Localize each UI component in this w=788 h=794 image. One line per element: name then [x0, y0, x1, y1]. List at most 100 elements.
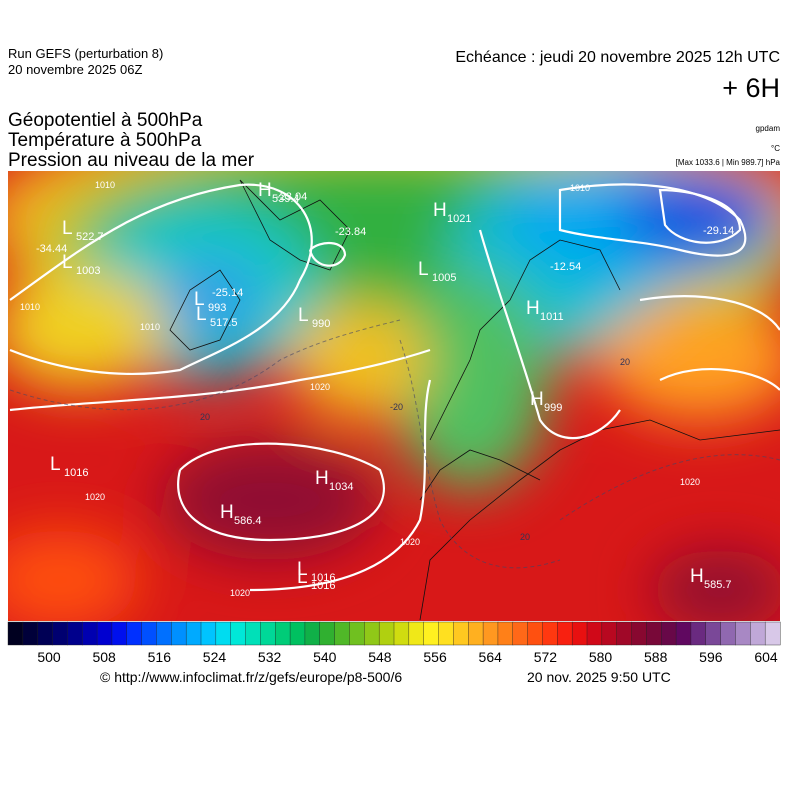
colorbar-label: 556 [423, 649, 447, 665]
center-value: 539.4 [272, 193, 300, 205]
colorbar-label: 580 [589, 649, 613, 665]
colorbar-swatch [230, 621, 247, 646]
run-date: 20 novembre 2025 06Z [8, 62, 142, 77]
colorbar-label: 508 [92, 649, 116, 665]
colorbar-label: 572 [534, 649, 558, 665]
colorbar-swatch [82, 621, 98, 646]
colorbar-swatch [527, 621, 543, 646]
colorbar-swatch [260, 621, 276, 646]
colorbar-label: 500 [37, 649, 61, 665]
center-letter: H [526, 298, 540, 319]
center-letter: L [196, 304, 207, 325]
center-value: 1016 [64, 467, 88, 479]
isobar-label: 20 [520, 532, 530, 542]
colorbar-swatch [586, 621, 603, 646]
lead-time: + 6H [722, 73, 780, 103]
center-letter: H [433, 200, 447, 221]
center-letter: H [315, 468, 329, 489]
colorbar-swatch [735, 621, 751, 646]
colorbar-swatch [468, 621, 484, 646]
center-letter: L [298, 305, 309, 326]
colorbar-swatch [185, 621, 202, 646]
unit: °C [771, 144, 780, 153]
colorbar-swatch [764, 621, 781, 646]
colorbar-swatch [7, 621, 24, 646]
isobar-label: 1010 [570, 183, 590, 193]
colorbar-swatch [37, 621, 54, 646]
colorbar-swatch [631, 621, 647, 646]
center-letter: H [690, 566, 704, 587]
isobar-label: -20 [390, 402, 403, 412]
colorbar-swatch [512, 621, 529, 646]
temperature-label: -25.14 [212, 287, 243, 299]
colorbar-label: 524 [203, 649, 227, 665]
center-letter: L [62, 218, 73, 239]
colorbar-swatch [67, 621, 83, 646]
colorbar-swatch [289, 621, 306, 646]
isobar-label: 1020 [230, 588, 250, 598]
center-letter: L [50, 454, 61, 475]
isobar-label: 1020 [680, 477, 700, 487]
isobar-label: 1010 [95, 180, 115, 190]
colorbar-swatch [96, 621, 113, 646]
center-value: 1005 [432, 272, 456, 284]
colorbar-swatch [661, 621, 677, 646]
colorbar-label: 548 [368, 649, 392, 665]
colorbar-swatch [675, 621, 692, 646]
center-value: 1011 [540, 311, 564, 323]
colorbar-swatch [646, 621, 662, 646]
colorbar-swatch [215, 621, 232, 646]
source-url: © http://www.infoclimat.fr/z/gefs/europe… [100, 669, 402, 685]
colorbar-label: 540 [313, 649, 337, 665]
colorbar-label: 588 [644, 649, 668, 665]
colorbar-swatch [141, 621, 157, 646]
center-value: 999 [544, 402, 562, 414]
colorbar-label: 604 [754, 649, 778, 665]
colorbar-swatch [393, 621, 410, 646]
colorbar-swatch [378, 621, 395, 646]
isobar-label: 20 [620, 357, 630, 367]
center-letter: L [297, 559, 308, 580]
center-letter: L [62, 252, 73, 273]
field: Géopotentiel à 500hPa [8, 110, 203, 131]
field: Pression au niveau de la mer [8, 150, 255, 171]
center-value: 517.5 [210, 317, 238, 329]
center-letter: H [220, 502, 234, 523]
colorbar-swatch [705, 621, 722, 646]
colorbar-swatch [245, 621, 261, 646]
colorbar-swatch [171, 621, 187, 646]
range: [Max 1033.6 | Min 989.7] hPa [676, 158, 781, 167]
center-value: 585.7 [704, 579, 732, 591]
field: Température à 500hPa [8, 130, 202, 151]
temperature-label: -29.14 [703, 225, 734, 237]
colorbar-swatch [200, 621, 217, 646]
colorbar-swatch [111, 621, 128, 646]
isobar-label: 1020 [310, 382, 330, 392]
temperature-label: -23.04 [276, 191, 307, 203]
colorbar-swatch [126, 621, 143, 646]
colorbar-swatch [364, 621, 380, 646]
colorbar-swatch [571, 621, 588, 646]
center-value: 1034 [329, 481, 353, 493]
valid-time: Echéance : jeudi 20 novembre 2025 12h UT… [455, 49, 780, 66]
center-letter: L [194, 289, 205, 310]
center-value: 586.4 [234, 515, 262, 527]
center-value: 993 [208, 302, 226, 314]
center-value: 522.7 [76, 231, 104, 243]
colorbar-swatch [497, 621, 514, 646]
colorbar-swatch [52, 621, 68, 646]
timestamp: 20 nov. 2025 9:50 UTC [527, 669, 671, 685]
colorbar-swatch [334, 621, 350, 646]
colorbar-label: 596 [699, 649, 723, 665]
colorbar-swatch [616, 621, 633, 646]
run: Run GEFS (perturbation 8) [8, 46, 163, 61]
isobar-label: 1020 [85, 492, 105, 502]
colorbar-swatch [319, 621, 336, 646]
colorbar-swatch [482, 621, 499, 646]
colorbar-swatch [542, 621, 558, 646]
temperature-label: -23.84 [335, 226, 366, 238]
isobar-label: 1010 [20, 302, 40, 312]
center-letter: H [258, 180, 272, 201]
colorbar-swatch [304, 621, 321, 646]
colorbar-swatch [720, 621, 736, 646]
